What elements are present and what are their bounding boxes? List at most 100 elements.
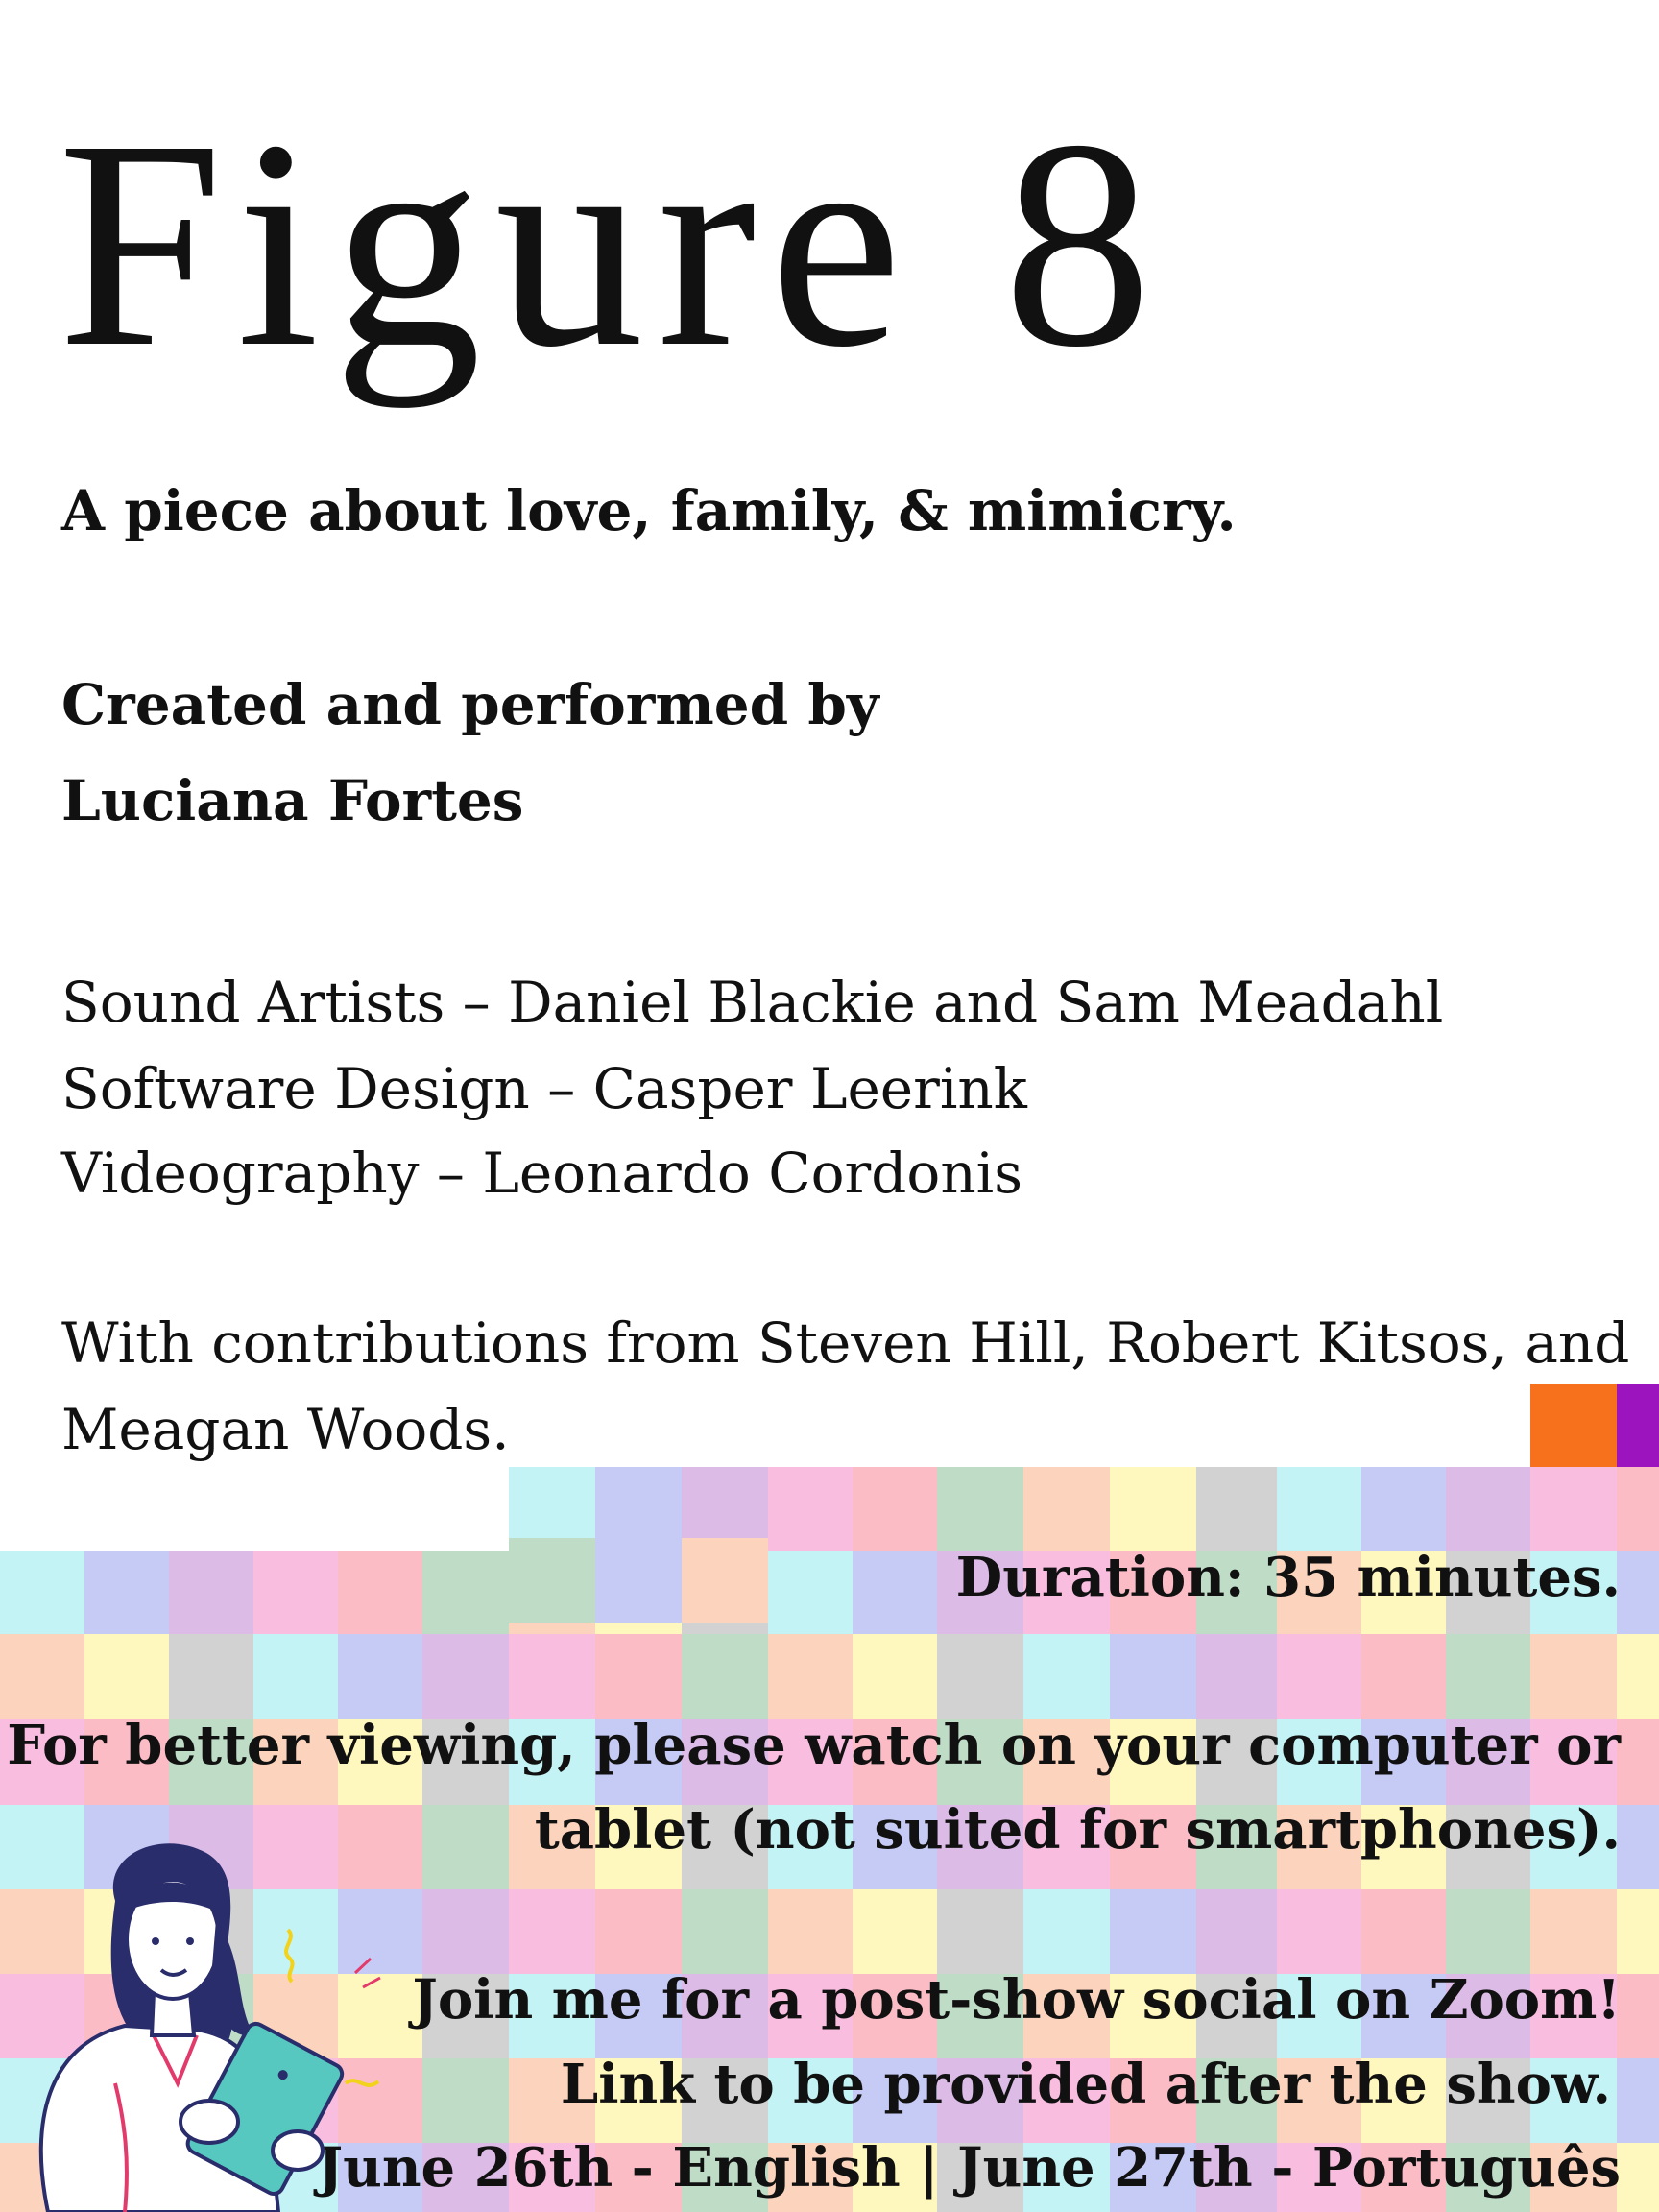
post-show-social-text: Join me for a post-show social on Zoom!: [412, 1968, 1621, 2032]
mosaic-tile: [1530, 1551, 1617, 1634]
mosaic-tile: [1617, 1719, 1659, 1805]
tagline: A piece about love, family, & mimicry.: [61, 478, 1237, 543]
viewing-note: tablet (not suited for smartphones).: [534, 1798, 1621, 1862]
mosaic-tile: [1530, 1634, 1617, 1719]
mosaic-tile: [682, 1719, 768, 1805]
mosaic-tile: [1023, 1889, 1110, 1974]
mosaic-tile: [682, 1538, 768, 1623]
credit-line: Software Design – Casper Leerink: [61, 1056, 1027, 1121]
mosaic-tile: [853, 2143, 937, 2212]
mosaic-tile: [1196, 1974, 1277, 2058]
mosaic-tile: [169, 1551, 253, 1634]
mosaic-tile: [1617, 2058, 1659, 2143]
mosaic-tile: [0, 1889, 84, 1974]
mosaic-tile: [1361, 1889, 1446, 1974]
mosaic-tile: [595, 1805, 682, 1889]
mosaic-tile: [1023, 1467, 1110, 1551]
mosaic-tile: [1617, 1384, 1659, 1467]
mosaic-tile: [768, 2143, 853, 2212]
mosaic-tile: [1023, 1551, 1110, 1634]
mosaic-tile: [1361, 1805, 1446, 1889]
mosaic-tile: [338, 1634, 422, 1719]
mosaic-tile: [509, 1634, 595, 1719]
mosaic-tile: [595, 1719, 682, 1805]
mosaic-tile: [1361, 2143, 1446, 2212]
mosaic-tile: [1361, 1467, 1446, 1551]
mosaic-tile: [595, 1538, 682, 1623]
mosaic-tile: [595, 1889, 682, 1974]
mosaic-tile: [422, 1719, 509, 1805]
mosaic-tile: [422, 2058, 509, 2143]
mosaic-tile: [1530, 1889, 1617, 1974]
mosaic-tile: [1361, 1974, 1446, 2058]
mosaic-tile: [1110, 1974, 1196, 2058]
mosaic-tile: [768, 2058, 853, 2143]
mosaic-tile: [1023, 2058, 1110, 2143]
mosaic-tile: [509, 1538, 595, 1623]
viewing-note: For better viewing, please watch on your…: [7, 1714, 1621, 1777]
mosaic-tile: [1277, 1719, 1361, 1805]
mosaic-tile: [422, 2143, 509, 2212]
mosaic-tile: [84, 1551, 169, 1634]
mosaic-tile: [768, 1634, 853, 1719]
mosaic-tile: [1110, 1889, 1196, 1974]
mosaic-tile: [1277, 2143, 1361, 2212]
mosaic-tile: [1023, 1974, 1110, 2058]
mosaic-tile: [0, 1805, 84, 1889]
mosaic-tile: [1196, 1634, 1277, 1719]
mosaic-tile: [1110, 1805, 1196, 1889]
mosaic-tile: [682, 1974, 768, 2058]
mosaic-tile: [1196, 1551, 1277, 1634]
creator-name: Luciana Fortes: [61, 768, 524, 833]
mosaic-tile: [853, 1634, 937, 1719]
mosaic-tile: [1196, 1889, 1277, 1974]
mosaic-tile: [1617, 1634, 1659, 1719]
mosaic-tile: [853, 1719, 937, 1805]
mosaic-tile: [509, 1889, 595, 1974]
mosaic-tile: [853, 1467, 937, 1551]
mosaic-tile: [853, 1805, 937, 1889]
mosaic-tile: [1530, 1719, 1617, 1805]
mosaic-tile: [1110, 1467, 1196, 1551]
mosaic-tile: [0, 1634, 84, 1719]
mosaic-tile: [768, 1805, 853, 1889]
mosaic-tile: [422, 1551, 509, 1634]
mosaic-tile: [1530, 1974, 1617, 2058]
mosaic-tile: [937, 2058, 1023, 2143]
mosaic-tile: [1110, 1634, 1196, 1719]
mosaic-tile: [937, 1551, 1023, 1634]
mosaic-tile: [1196, 1805, 1277, 1889]
mosaic-tile: [1617, 1467, 1659, 1551]
mosaic-tile: [1530, 1384, 1617, 1467]
mosaic-tile: [1277, 1889, 1361, 1974]
mosaic-tile: [0, 1551, 84, 1634]
mosaic-tile: [853, 2058, 937, 2143]
mosaic-tile: [1530, 1467, 1617, 1551]
mosaic-tile: [1110, 1719, 1196, 1805]
mosaic-tile: [253, 1551, 338, 1634]
mosaic-tile: [338, 1974, 422, 2058]
mosaic-tile: [169, 1719, 253, 1805]
mosaic-tile: [768, 1974, 853, 2058]
mosaic-tile: [253, 1805, 338, 1889]
mosaic-tile: [509, 1974, 595, 2058]
mosaic-tile: [682, 1467, 768, 1551]
mosaic-tile: [1277, 1634, 1361, 1719]
mosaic-tile: [937, 2143, 1023, 2212]
contributions-line: Meagan Woods.: [61, 1397, 510, 1462]
mosaic-tile: [1361, 1551, 1446, 1634]
mosaic-tile: [1530, 1805, 1617, 1889]
mosaic-tile: [338, 2143, 422, 2212]
mosaic-tile: [84, 1634, 169, 1719]
mosaic-tile: [0, 1719, 84, 1805]
mosaic-tile: [937, 1889, 1023, 1974]
mosaic-tile: [1023, 1805, 1110, 1889]
mosaic-tile: [0, 1974, 84, 2058]
mosaic-tile: [937, 1974, 1023, 2058]
mosaic-tile: [937, 1467, 1023, 1551]
mosaic-tile: [768, 1719, 853, 1805]
mosaic-tile: [1446, 1805, 1530, 1889]
mosaic-tile: [682, 1805, 768, 1889]
mosaic-tile: [1361, 2058, 1446, 2143]
